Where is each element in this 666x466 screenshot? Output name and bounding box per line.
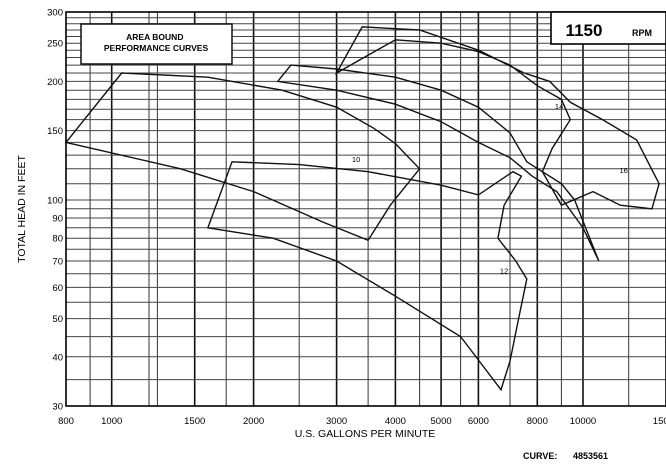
title-box (80, 23, 233, 65)
x-tick-label: 3000 (326, 416, 347, 427)
performance-area-12 (206, 161, 528, 392)
plot-frame (65, 11, 666, 407)
chart-title-line-1: AREA BOUND (126, 32, 183, 42)
x-tick-label: 800 (58, 416, 74, 427)
x-tick-label: 1000 (101, 416, 122, 427)
y-tick-label: 70 (52, 257, 63, 268)
x-tick-label: 6000 (468, 416, 489, 427)
speed-box (550, 11, 666, 45)
performance-area-14 (276, 64, 600, 262)
y-tick-label: 60 (52, 283, 63, 294)
curve-number: 4853561 (573, 451, 608, 461)
y-tick-label: 250 (47, 39, 63, 50)
x-tick-label: 8000 (527, 416, 548, 427)
y-tick-label: 90 (52, 214, 63, 225)
grid (66, 12, 666, 406)
series-label-16: 16 (620, 166, 628, 175)
series-label-14: 14 (555, 102, 563, 111)
y-tick-label: 100 (47, 196, 63, 207)
performance-area-16 (334, 26, 660, 210)
x-tick-label: 10000 (570, 416, 596, 427)
series-label-12: 12 (500, 267, 508, 276)
chart-title-line-2: PERFORMANCE CURVES (104, 43, 209, 53)
speed-value: 1150 (566, 21, 603, 40)
tick-labels: 800 1000 1500 2000 3000 4000 5000 6000 8000 10000… (47, 8, 666, 428)
curve-label: CURVE: (523, 451, 557, 461)
y-tick-label: 300 (47, 8, 63, 19)
series-label-10: 10 (352, 155, 360, 164)
curves: 10 12 14 16 (64, 26, 660, 392)
x-tick-label: 5000 (431, 416, 452, 427)
y-axis-label: TOTAL HEAD IN FEET (16, 155, 28, 263)
y-tick-label: 80 (52, 234, 63, 245)
performance-area-10 (64, 72, 421, 242)
y-tick-label: 200 (47, 77, 63, 88)
x-tick-label: 15000 (653, 416, 666, 427)
chart-title: AREA BOUND PERFORMANCE CURVES (104, 32, 209, 53)
x-tick-label: 4000 (385, 416, 406, 427)
x-axis-label: U.S. GALLONS PER MINUTE (295, 428, 436, 440)
y-tick-label: 150 (47, 126, 63, 137)
x-tick-label: 1500 (184, 416, 205, 427)
y-tick-label: 40 (52, 352, 63, 363)
y-tick-label: 50 (52, 314, 63, 325)
y-tick-label: 30 (52, 402, 63, 413)
x-tick-label: 2000 (243, 416, 264, 427)
speed-unit: RPM (632, 28, 652, 38)
